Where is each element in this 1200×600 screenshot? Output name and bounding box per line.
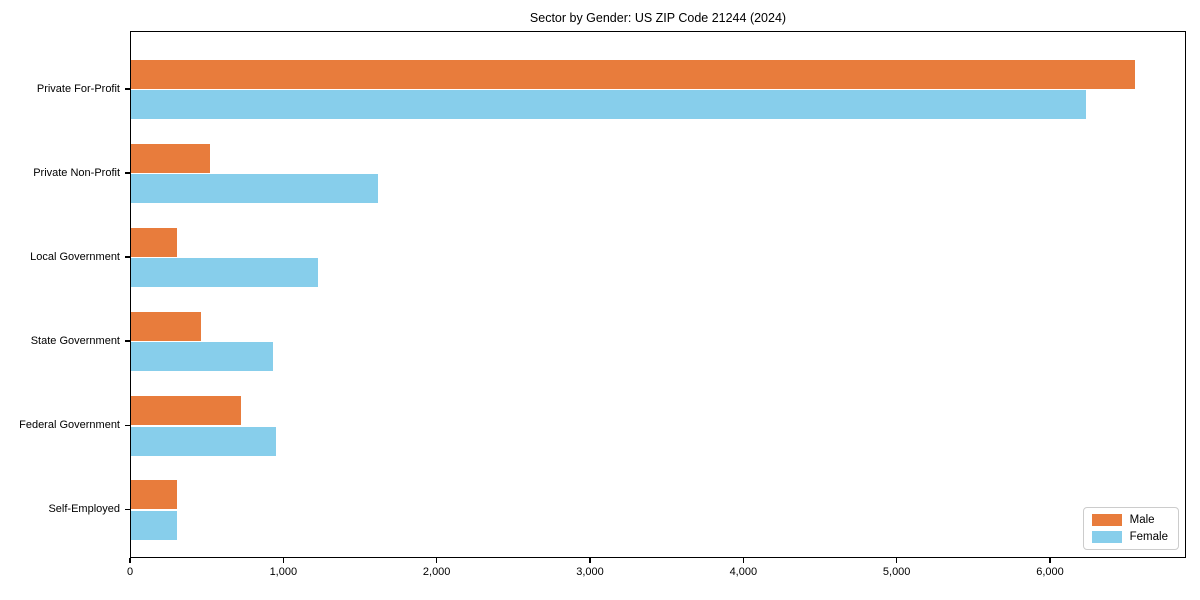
bar-female-1 — [131, 174, 378, 204]
x-tick-mark — [742, 558, 745, 563]
x-tick-label: 3,000 — [576, 566, 604, 578]
x-tick-label: 5,000 — [882, 566, 911, 578]
legend: Male Female — [1082, 507, 1179, 550]
female-series-swatch — [1091, 531, 1122, 543]
bar-female-0 — [131, 90, 1086, 119]
y-tick-mark — [125, 340, 130, 342]
legend-label-male: Male — [1129, 514, 1155, 526]
y-tick-mark — [125, 256, 130, 258]
x-tick-label: 4,000 — [729, 566, 758, 578]
y-tick-label: Private Non-Profit — [33, 166, 120, 179]
bar-male-1 — [131, 143, 210, 173]
bar-male-5 — [131, 480, 177, 510]
y-tick-mark — [125, 172, 130, 174]
bar-female-3 — [131, 342, 273, 372]
x-tick-label: 2,000 — [422, 566, 451, 578]
legend-item-female: Female — [1091, 531, 1168, 543]
x-tick-mark — [589, 558, 591, 563]
bar-female-4 — [131, 426, 276, 456]
y-tick-label: Federal Government — [19, 419, 120, 432]
bar-female-5 — [131, 510, 177, 540]
x-tick-label: 0 — [126, 566, 134, 578]
y-tick-mark — [125, 88, 130, 90]
bar-female-2 — [131, 258, 318, 288]
chart-title: Sector by Gender: US ZIP Code 21244 (202… — [529, 11, 787, 25]
x-tick-mark — [895, 558, 898, 563]
y-tick-label: Self-Employed — [48, 503, 120, 516]
x-tick-mark — [282, 558, 285, 563]
x-tick-label: 1,000 — [269, 566, 298, 578]
bar-male-0 — [131, 59, 1135, 89]
legend-label-female: Female — [1129, 531, 1168, 543]
male-series-swatch — [1091, 514, 1122, 526]
x-tick-mark — [129, 558, 131, 563]
x-tick-mark — [435, 558, 438, 563]
y-tick-mark — [125, 508, 130, 511]
bar-male-2 — [131, 227, 177, 257]
y-tick-label: State Government — [30, 334, 120, 347]
y-tick-mark — [125, 424, 130, 427]
y-tick-label: Private For-Profit — [36, 82, 120, 95]
bar-male-3 — [131, 311, 201, 341]
x-tick-mark — [1049, 558, 1051, 563]
x-tick-label: 6,000 — [1036, 566, 1064, 578]
plot-area: Male Female — [130, 31, 1186, 558]
bar-male-4 — [131, 396, 241, 426]
legend-item-male: Male — [1091, 514, 1168, 526]
y-tick-label: Local Government — [30, 250, 120, 263]
